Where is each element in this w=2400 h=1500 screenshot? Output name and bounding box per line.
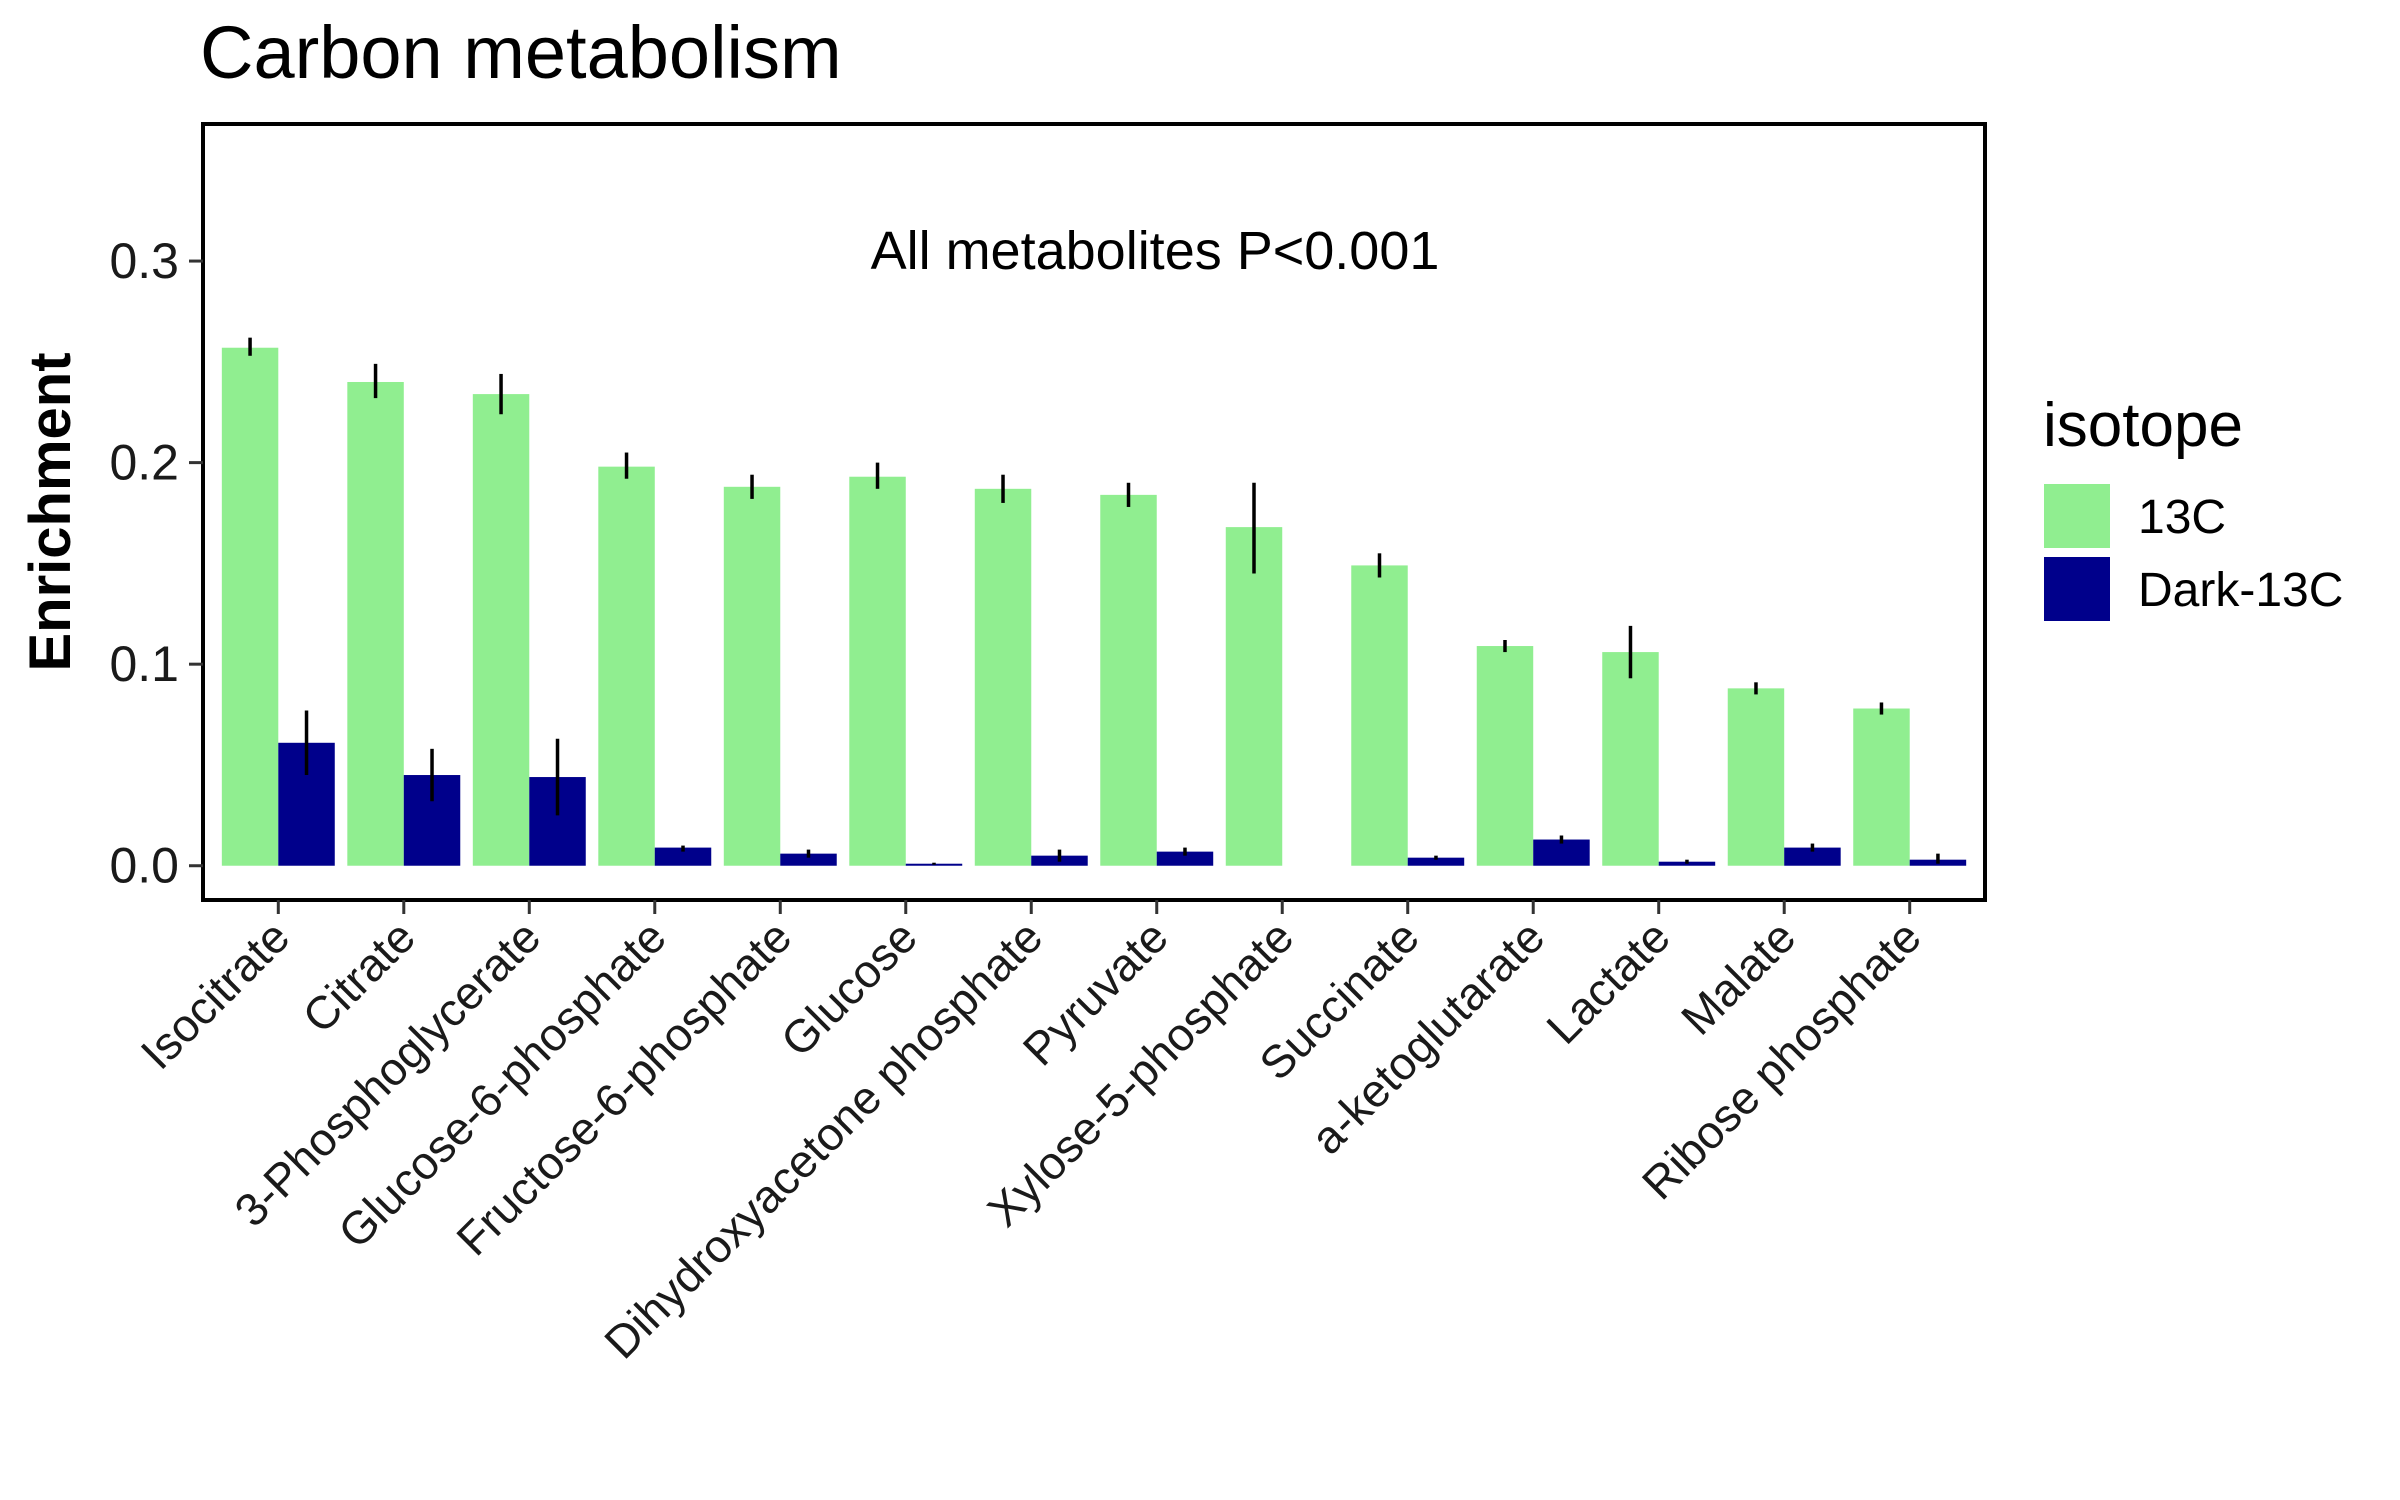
y-tick-label: 0.1 <box>109 636 179 692</box>
legend: isotope 13C Dark-13C <box>2043 391 2343 621</box>
bar-13c <box>598 466 655 866</box>
bar-13c <box>1476 646 1534 866</box>
legend-key <box>2044 557 2110 621</box>
bar-13c <box>974 488 1032 866</box>
bar-13c <box>1602 652 1659 866</box>
y-axis-label: Enrichment <box>18 352 83 671</box>
bar-13c <box>1225 527 1283 866</box>
bar-13c <box>1727 688 1785 866</box>
bar-13c <box>347 381 404 866</box>
legend-key <box>2044 484 2110 548</box>
bar-13c <box>1100 494 1157 866</box>
bar-dark-13c <box>1407 857 1465 866</box>
annotation: All metabolites P<0.001 <box>871 221 1440 281</box>
legend-label: Dark-13C <box>2138 564 2343 617</box>
bar-13c <box>849 476 906 866</box>
x-tick-label: Lactate <box>1536 910 1679 1053</box>
bar-13c <box>221 347 279 866</box>
bar-dark-13c <box>1784 847 1841 866</box>
legend-title: isotope <box>2043 391 2243 460</box>
y-tick-label: 0.2 <box>109 435 179 491</box>
bar-13c <box>723 486 781 866</box>
bar-13c <box>1853 708 1910 866</box>
y-tick-label: 0.0 <box>109 838 179 894</box>
bar-dark-13c <box>1156 851 1214 866</box>
chart-title: Carbon metabolism <box>200 11 842 94</box>
bar-dark-13c <box>1533 839 1590 866</box>
bar-13c <box>472 394 530 866</box>
bars <box>221 347 1967 866</box>
legend-label: 13C <box>2138 491 2226 544</box>
x-tick-label: Isocitrate <box>131 910 300 1079</box>
bar-dark-13c <box>780 853 837 866</box>
error-bars <box>248 337 1940 865</box>
y-tick-label: 0.3 <box>109 233 179 289</box>
x-axis: IsocitrateCitrate3-PhosphoglycerateGluco… <box>131 900 1931 1368</box>
y-axis: 0.0 0.1 0.2 0.3 <box>109 233 203 894</box>
bar-dark-13c <box>654 847 712 866</box>
plot-frame <box>201 122 1987 902</box>
bar-13c <box>1351 565 1408 866</box>
